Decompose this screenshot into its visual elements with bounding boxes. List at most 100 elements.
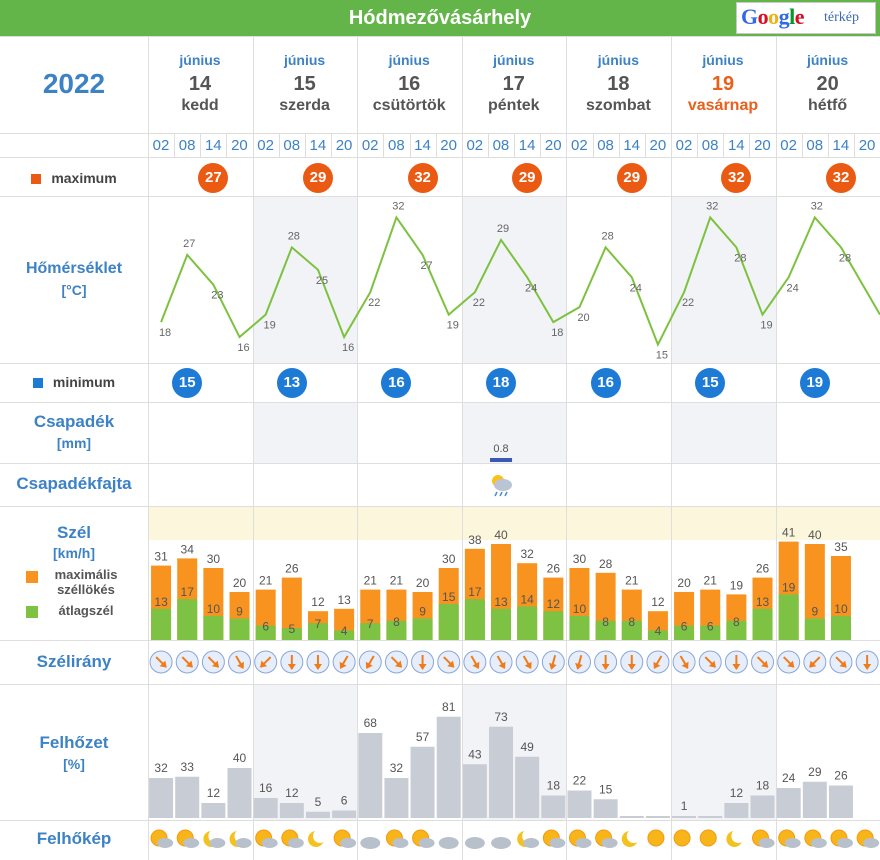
precipitation-unit: [mm] [56, 435, 92, 451]
day-header: június 18 szombat [566, 50, 670, 116]
day-header-name: szombat [585, 97, 651, 114]
hour-divider [278, 133, 280, 157]
hour-label: 08 [178, 137, 196, 154]
sun-cloud-icon [568, 829, 592, 848]
wind-avg-value: 6 [707, 620, 714, 634]
cloud-cover-bar [567, 790, 592, 818]
sun-cloud-icon [830, 829, 853, 848]
cloud-shape [157, 838, 174, 848]
min-temp-badge: 16 [590, 368, 621, 398]
cloud-shape [340, 838, 357, 848]
wind-gust-value: 21 [390, 574, 404, 588]
cloud-cover-value: 1 [681, 799, 688, 813]
temperature-value: 15 [656, 350, 668, 362]
wind-arrow-icon [155, 656, 167, 668]
min-temp-badge: 15 [172, 368, 203, 398]
day-divider [566, 36, 568, 860]
google-logo-letter: g [778, 4, 790, 29]
temperature-value: 32 [811, 200, 823, 212]
wind-avg-bar [438, 604, 459, 640]
avg-wind-legend-label: átlagszél [58, 603, 114, 618]
sun-cloud-icon [752, 829, 775, 848]
wind-avg-value: 9 [236, 604, 243, 618]
wind-row-label: Szél [km/h] [0, 523, 148, 561]
wind-avg-bar [334, 630, 355, 640]
cloud-shape [360, 837, 381, 849]
max-temp-badge: 29 [302, 163, 333, 193]
wind-avg-bar [177, 599, 198, 640]
minimum-legend-swatch [32, 378, 43, 389]
wind-avg-value: 12 [547, 597, 561, 611]
wind-avg-bar [203, 616, 224, 640]
day-header-day: 19 [711, 73, 735, 95]
cloud-cover-bar [149, 778, 174, 818]
sun-disc [647, 829, 665, 847]
arrow-head [787, 660, 795, 668]
wind-gust-value: 41 [782, 526, 796, 540]
maximum-legend: maximum [0, 170, 148, 188]
day-header-month: június [179, 52, 221, 68]
arrow-head [761, 660, 769, 668]
temperature-value: 23 [211, 290, 223, 302]
wind-avg-bar [647, 630, 668, 640]
google-map-button[interactable]: Google térkép [736, 2, 876, 34]
hour-label: 14 [414, 137, 431, 154]
precipitation-type-label: Csapadékfajta [16, 474, 132, 493]
sun-cloud-icon [385, 829, 409, 848]
wind-avg-value: 5 [288, 622, 295, 636]
temperature-value: 28 [288, 230, 300, 242]
cloud-cover-bar [462, 764, 487, 818]
row-divider [0, 157, 880, 158]
arrow-head [498, 661, 506, 669]
wind-arrow-icon [732, 655, 741, 670]
day-header-name: péntek [488, 97, 540, 114]
cloud-cover-bar [593, 799, 618, 818]
cloud-cover-value: 18 [547, 779, 561, 793]
cloud-cover-value: 73 [494, 710, 508, 724]
wind-avg-bar [830, 616, 851, 640]
temperature-value: 28 [602, 230, 614, 242]
google-logo-letter: G [741, 4, 758, 29]
hour-label: 02 [571, 137, 588, 154]
arrow-head [548, 662, 557, 670]
arrow-head [447, 660, 455, 668]
temperature-value: 19 [447, 320, 459, 332]
cloud-cover-bar [515, 756, 540, 818]
sun-cloud-icon [856, 829, 880, 848]
day-header-day: 16 [398, 73, 421, 95]
arrow-head [472, 661, 480, 669]
temperature-line [160, 215, 880, 347]
wind-gust-value: 26 [756, 562, 770, 576]
moon-cloud-icon [517, 829, 540, 848]
day-divider [775, 36, 777, 860]
cloud-cover-bar [489, 726, 514, 818]
sun-cloud-icon [595, 829, 618, 848]
hour-label: 14 [623, 137, 641, 154]
wind-gust-value: 30 [442, 552, 456, 566]
wind-avg-bar [569, 616, 590, 640]
wind-avg-value: 13 [494, 595, 508, 609]
cloud-cover-bar [645, 816, 670, 818]
wind-arrow-icon [575, 654, 583, 670]
arrow-head [418, 664, 427, 670]
wind-avg-value: 4 [341, 624, 348, 638]
cloud-cover-bar [384, 778, 409, 818]
wind-highlight-band [148, 507, 880, 540]
hour-divider [514, 133, 516, 157]
cloud-shape [575, 838, 592, 848]
wind-arrow-icon [260, 656, 272, 668]
cloud-icon [360, 837, 381, 849]
sun-cloud-icon [176, 829, 200, 848]
cloud-shape [183, 838, 200, 848]
row-divider [0, 684, 880, 685]
day-header: június 16 csütörtök [357, 50, 461, 116]
google-logo-letter: o [768, 4, 779, 29]
moon-icon [726, 829, 746, 847]
hour-label: 14 [832, 137, 850, 154]
wind-avg-bar [307, 623, 328, 640]
wind-direction-label: Szélirány [36, 652, 112, 671]
wind-gust-value: 19 [730, 578, 744, 592]
temperature-unit: [°C] [61, 282, 87, 298]
wind-gust-value: 21 [704, 574, 718, 588]
cloud-cover-value: 43 [468, 747, 482, 761]
